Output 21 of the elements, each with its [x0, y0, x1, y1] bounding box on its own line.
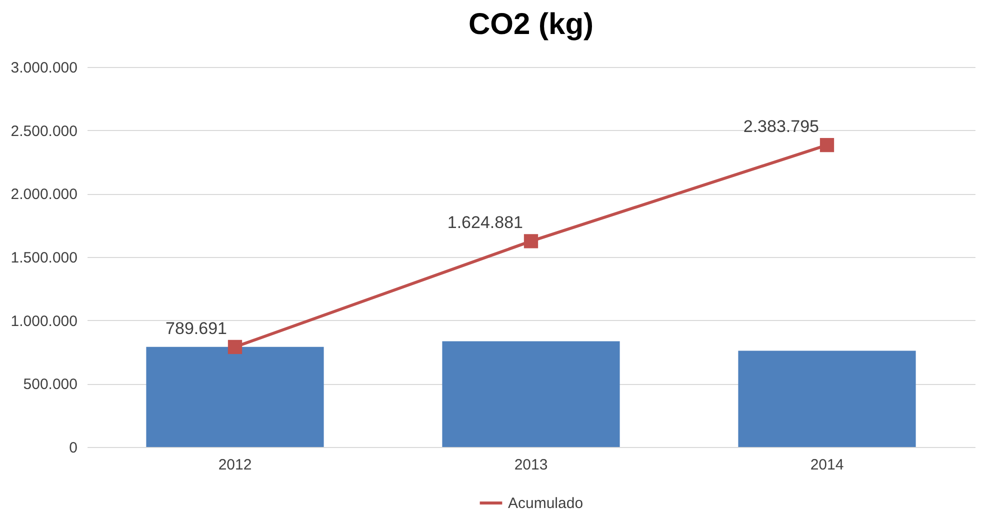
data-label: 1.624.881: [447, 213, 523, 232]
y-tick-label: 2.500.000: [10, 122, 78, 140]
y-tick-label: 2.000.000: [10, 186, 78, 204]
legend-label: Acumulado: [508, 495, 584, 512]
chart-title: CO2 (kg): [468, 8, 594, 41]
data-label: 2.383.795: [743, 117, 819, 136]
x-tick-label: 2012: [218, 456, 252, 474]
point: [228, 340, 242, 354]
x-tick-label: 2013: [514, 456, 548, 474]
y-tick-label: 1.500.000: [10, 250, 78, 266]
bar: [146, 346, 324, 447]
point: [820, 138, 834, 152]
x-tick-label: 2014: [810, 456, 844, 474]
point: [524, 234, 538, 248]
y-tick-label: 500.000: [23, 376, 78, 394]
y-tick-label: 1.000.000: [10, 312, 78, 330]
bar: [442, 341, 620, 447]
bar: [738, 350, 916, 447]
data-label: 789.691: [166, 318, 227, 338]
y-tick-label: 0: [69, 440, 78, 456]
y-tick-label: 3.000.000: [10, 60, 78, 76]
